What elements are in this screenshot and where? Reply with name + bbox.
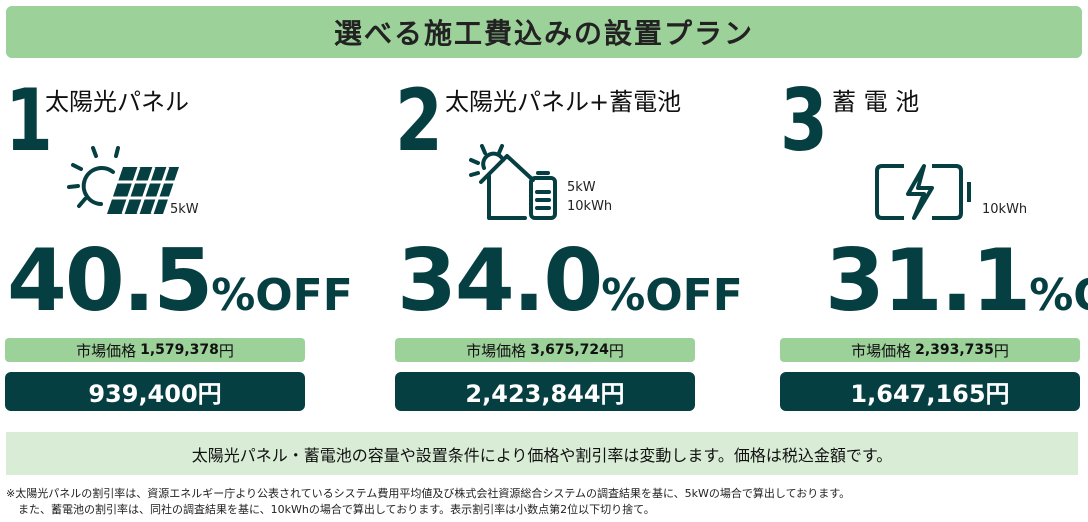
plan-card-1: 1 太陽光パネル 5kW 40.5%OFF 市場価格 1,579,378 円 939…: [5, 70, 353, 415]
footnote: ※太陽光パネルの割引率は、資源エネルギー庁より公表されているシステム費用平均値及…: [6, 487, 851, 500]
market-price: 市場価格 2,393,735 円: [780, 338, 1080, 362]
plan-number: 2: [395, 71, 443, 171]
market-price: 市場価格 1,579,378 円: [5, 338, 305, 362]
capacity-label: 10kWh: [982, 202, 1028, 217]
footnotes: ※太陽光パネルの割引率は、資源エネルギー庁より公表されているシステム費用平均値及…: [6, 486, 850, 518]
discount-rate: 40.5%OFF: [7, 231, 353, 331]
plan-title: 太陽光パネル+蓄電池: [445, 88, 682, 116]
market-price: 市場価格 3,675,724 円: [395, 338, 695, 362]
capacity-label: 5kW 10kWh: [567, 180, 613, 214]
capacity-label: 5kW: [170, 202, 199, 217]
plan-title: 太陽光パネル: [45, 88, 189, 116]
price-note: 太陽光パネル・蓄電池の容量や設置条件により価格や割引率は変動します。価格は税込金…: [6, 432, 1078, 475]
plan-price: 1,647,165円: [780, 372, 1080, 411]
battery-charging-icon: [875, 164, 971, 220]
solar-panel-icon: [67, 146, 179, 215]
discount-rate: 34.0%OFF: [397, 231, 743, 331]
page-title: 選べる施工費込みの設置プラン: [6, 6, 1082, 58]
house-battery-icon: [469, 144, 557, 220]
plan-card-2: 2 太陽光パネル+蓄電池 5kW 10kWh 34.0%OFF 市場価格 3,675…: [395, 70, 743, 415]
plan-price: 2,423,844円: [395, 372, 695, 411]
plan-number: 1: [5, 71, 53, 171]
plan-price: 939,400円: [5, 372, 305, 411]
plan-title: 蓄 電 池: [832, 88, 920, 116]
footnote: また、蓄電池の割引率は、同社の調査結果を基に、10kWhの場合で算出しております…: [18, 503, 655, 516]
plan-number: 3: [780, 71, 828, 171]
discount-rate: 31.1%OFF: [825, 231, 1088, 331]
